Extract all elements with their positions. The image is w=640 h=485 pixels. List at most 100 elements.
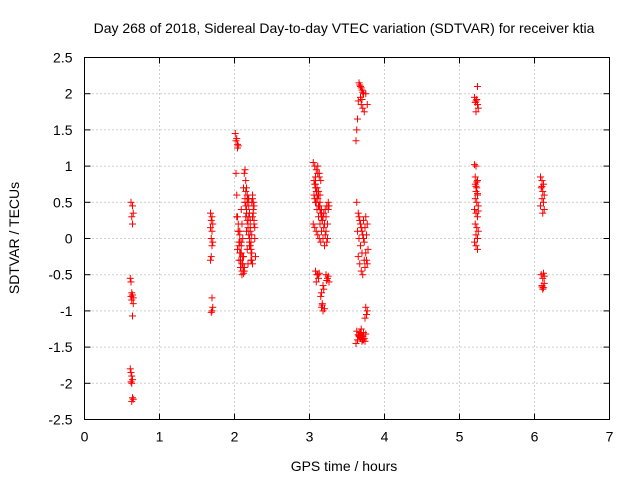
data-point (311, 224, 319, 232)
data-point (209, 220, 217, 228)
data-points (126, 79, 548, 405)
data-point (241, 166, 249, 174)
data-point (540, 198, 547, 206)
data-point (471, 161, 478, 169)
data-point (314, 195, 322, 203)
data-point (358, 334, 366, 342)
data-point (234, 144, 241, 152)
data-point (472, 162, 480, 170)
data-point (236, 227, 244, 235)
data-point (471, 206, 478, 214)
data-point (207, 253, 215, 261)
data-point (353, 126, 361, 134)
data-point (354, 97, 362, 105)
data-point (324, 206, 332, 214)
data-point (363, 101, 371, 109)
data-point (207, 216, 215, 224)
data-point (319, 282, 327, 290)
data-point (359, 88, 367, 96)
data-point (357, 267, 365, 275)
y-tick-label: -2.5 (48, 412, 72, 428)
data-point (358, 95, 366, 103)
data-point (360, 108, 368, 116)
data-point (129, 294, 137, 302)
data-point (363, 231, 370, 239)
y-tick-label: 2.5 (53, 50, 73, 66)
data-point (359, 104, 367, 112)
data-point (245, 202, 253, 210)
data-point (234, 245, 241, 253)
data-point (246, 235, 253, 242)
y-tick-labels: -2.5 -2 -1.5 -1 -0.5 0 0.5 1 1.5 2 2.5 (48, 50, 72, 428)
data-point (127, 278, 135, 286)
data-point (539, 187, 547, 195)
data-point (538, 195, 546, 203)
data-point (209, 238, 217, 246)
data-point (310, 177, 318, 185)
data-point (356, 81, 364, 89)
x-tick-label: 2 (231, 429, 239, 445)
data-point (473, 95, 481, 103)
data-point (359, 271, 367, 279)
y-tick-label: -1 (60, 303, 73, 319)
data-point (208, 242, 216, 250)
data-point (245, 213, 253, 221)
y-tick-label: 2 (65, 86, 73, 102)
data-point (362, 213, 370, 221)
data-point (315, 169, 323, 177)
data-point (314, 162, 322, 170)
data-point (312, 166, 320, 174)
data-point (537, 184, 545, 192)
data-point (360, 235, 367, 242)
data-point (540, 206, 548, 214)
data-point (317, 177, 325, 185)
data-point (129, 202, 136, 210)
data-point (240, 269, 247, 277)
data-point (316, 198, 324, 206)
data-point (474, 227, 482, 235)
data-point (325, 202, 333, 210)
data-point (237, 238, 245, 246)
data-point (244, 220, 252, 228)
data-point (352, 339, 360, 347)
x-tick-label: 0 (81, 429, 89, 445)
y-tick-label: 0.5 (53, 194, 73, 210)
data-point (537, 173, 544, 181)
data-point (232, 137, 240, 145)
data-point (314, 271, 322, 279)
data-point (361, 263, 369, 271)
data-point (363, 260, 371, 268)
data-point (324, 235, 331, 242)
data-point (243, 184, 250, 192)
data-point (208, 307, 216, 315)
chart-title: Day 268 of 2018, Sidereal Day-to-day VTE… (94, 20, 595, 36)
data-point (129, 394, 136, 402)
data-point (319, 213, 327, 221)
data-point (360, 216, 367, 224)
data-point (357, 242, 364, 250)
data-point (360, 336, 367, 344)
data-point (474, 177, 481, 185)
data-point (127, 378, 135, 386)
data-point (540, 269, 547, 277)
data-point (209, 303, 217, 311)
x-axis-label: GPS time / hours (291, 458, 398, 474)
data-point (249, 195, 256, 203)
data-point (323, 238, 331, 246)
data-point (312, 173, 319, 181)
data-point (362, 249, 370, 257)
y-tick-label: -1.5 (48, 339, 72, 355)
data-point (363, 256, 370, 264)
x-tick-label: 5 (456, 429, 464, 445)
data-point (357, 333, 364, 341)
data-point (354, 209, 362, 217)
data-point (232, 169, 240, 177)
data-point (250, 216, 258, 224)
data-point (320, 224, 328, 232)
data-point (208, 227, 216, 235)
data-point (474, 104, 482, 112)
data-point (363, 220, 371, 228)
data-point (353, 198, 361, 206)
data-point (128, 379, 136, 387)
data-point (355, 213, 363, 221)
